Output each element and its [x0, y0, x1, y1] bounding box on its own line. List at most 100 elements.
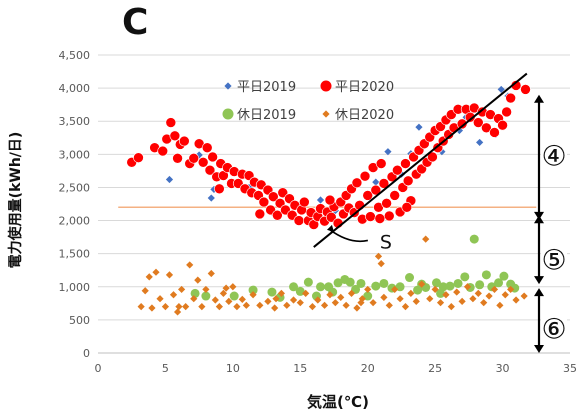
legend-label: 平日2020 [335, 80, 394, 95]
data-point [385, 301, 393, 309]
data-point [190, 288, 200, 298]
data-point [190, 295, 198, 303]
data-point [182, 303, 190, 311]
data-point [362, 190, 374, 201]
data-point [380, 293, 388, 301]
data-point [383, 210, 395, 222]
data-point [464, 111, 476, 123]
y-tick-label: 0 [83, 347, 90, 360]
data-point [229, 291, 239, 301]
data-point [379, 278, 389, 288]
data-point [359, 170, 371, 182]
x-tick-label: 20 [361, 362, 375, 375]
annotations: S ④ ⑤ ⑥ [326, 94, 567, 353]
data-point [392, 164, 403, 176]
data-point [345, 277, 355, 287]
arrow-up-head [534, 288, 544, 297]
data-point [412, 297, 420, 305]
data-point [201, 142, 213, 154]
gridlines [98, 54, 570, 321]
data-point [453, 278, 463, 288]
data-point [225, 297, 233, 305]
data-point [194, 276, 202, 284]
data-point [364, 285, 372, 294]
data-point [365, 211, 376, 222]
arrow-down-head [534, 345, 544, 353]
series-holiday2019 [190, 234, 520, 302]
data-point [148, 304, 156, 312]
data-point [431, 278, 441, 288]
legend-label: 休日2019 [237, 108, 296, 123]
data-point [207, 194, 215, 202]
data-point [169, 130, 181, 142]
data-point [447, 303, 455, 311]
data-point [238, 295, 246, 303]
data-point [427, 151, 438, 163]
s-label: S [380, 231, 392, 253]
data-point [494, 278, 504, 288]
data-point [505, 92, 516, 104]
data-point [475, 280, 485, 290]
data-point [161, 303, 170, 311]
y-tick-label: 500 [69, 314, 90, 327]
data-point [384, 148, 392, 156]
data-point [378, 178, 390, 189]
data-point [512, 296, 520, 304]
y-tick-label: 3,000 [59, 148, 91, 161]
x-tick-label: 25 [428, 362, 442, 375]
data-point [501, 291, 509, 299]
data-point [277, 289, 286, 297]
arrow-down-head [534, 276, 544, 285]
s-pointer-head [326, 224, 334, 232]
x-axis-tick-labels: 0 5 10 15 20 25 30 35 [95, 362, 578, 375]
y-tick-label: 2,000 [59, 215, 91, 228]
data-point [377, 260, 385, 268]
data-point [463, 283, 472, 291]
data-point [165, 117, 177, 128]
data-point [501, 106, 512, 118]
x-axis-label: 気温(℃) [307, 393, 369, 411]
data-point [198, 303, 206, 311]
data-point [324, 194, 336, 206]
series-layer [126, 80, 531, 316]
legend-marker [322, 110, 330, 118]
data-point [242, 301, 250, 309]
data-point [351, 177, 363, 189]
data-point [289, 282, 299, 292]
data-point [401, 303, 410, 311]
data-point [474, 289, 482, 297]
data-point [347, 289, 356, 297]
data-point [137, 303, 145, 311]
data-point [202, 285, 210, 294]
data-point [418, 280, 426, 288]
data-point [156, 295, 164, 303]
data-point [497, 119, 508, 131]
y-tick-label: 3,500 [59, 115, 91, 128]
legend-label: 休日2020 [335, 108, 394, 123]
data-point [481, 122, 492, 134]
y-axis-tick-labels: 0 500 1,000 1,500 2,000 2,500 3,000 3,500 4,000 4… [59, 49, 91, 360]
data-point [370, 184, 382, 196]
legend-marker [224, 82, 232, 90]
data-point [175, 303, 183, 311]
data-point [179, 135, 190, 147]
data-point [271, 304, 279, 312]
data-point [207, 269, 215, 278]
data-point [133, 152, 144, 163]
arrow-up-head [534, 215, 544, 224]
data-point [499, 271, 509, 281]
legend: 平日2019 平日2020 休日2019 休日2020 [222, 80, 394, 123]
data-point [268, 191, 279, 203]
data-point [458, 297, 466, 305]
x-tick-label: 5 [162, 362, 169, 375]
data-point [402, 175, 414, 187]
data-point [438, 148, 446, 156]
data-point [214, 183, 225, 195]
data-point [455, 126, 464, 135]
s-pointer [329, 229, 369, 243]
data-point [496, 301, 504, 309]
data-point [372, 178, 380, 186]
data-point [314, 296, 322, 304]
data-point [333, 278, 343, 288]
